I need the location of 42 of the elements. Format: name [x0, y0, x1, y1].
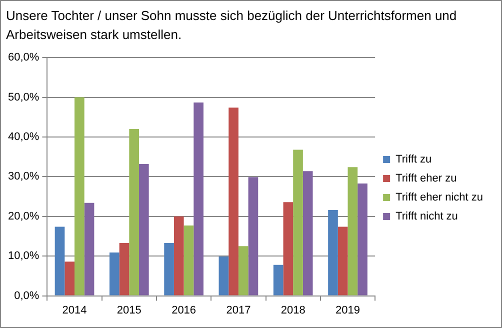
bar: [283, 202, 294, 296]
bar: [64, 262, 75, 296]
bar: [194, 102, 204, 296]
x-tick-label: 2018: [280, 304, 306, 316]
bar: [338, 226, 348, 296]
legend-label: Trifft zu: [396, 154, 432, 166]
bar: [293, 150, 303, 296]
x-tick-label: 2019: [336, 304, 360, 316]
y-tick-label: 60,0%: [8, 52, 40, 64]
bar: [218, 256, 229, 296]
y-tick-label: 20,0%: [8, 210, 40, 222]
bar: [228, 108, 238, 296]
y-tick-label: 50,0%: [8, 91, 40, 104]
bar: [174, 216, 184, 296]
bar: [184, 226, 194, 296]
legend-label: Trifft eher nicht zu: [396, 192, 484, 204]
bar: [328, 210, 338, 296]
y-tick-label: 40,0%: [8, 131, 40, 144]
y-tick-label: 30,0%: [8, 170, 40, 183]
bar: [139, 164, 149, 296]
x-tick-label: 2017: [226, 304, 251, 316]
bar: [273, 264, 284, 296]
chart-title: Unsere Tochter / unser Sohn musste sich bezüglich der Unterrichtsformen und Arbeitsweisen stark umstellen.: [6, 7, 458, 44]
legend-label: Trifft nicht zu: [396, 210, 458, 223]
bar: [129, 129, 139, 296]
bar: [164, 243, 174, 296]
y-tick-label: 0,0%: [14, 290, 40, 302]
bar: [84, 202, 94, 296]
x-tick-label: 2015: [116, 304, 142, 316]
bar: [74, 97, 84, 296]
bar: [358, 183, 368, 296]
x-tick-label: 2014: [62, 304, 87, 316]
bar: [109, 252, 120, 296]
bar: [248, 177, 258, 296]
bar: [348, 167, 358, 296]
bar: [302, 171, 313, 296]
y-tick-label: 10,0%: [8, 250, 40, 262]
bar: [54, 226, 65, 296]
bar: [119, 243, 130, 296]
x-tick-label: 2016: [172, 304, 196, 316]
bar: [238, 246, 248, 296]
legend-label: Trifft eher zu: [396, 172, 457, 185]
